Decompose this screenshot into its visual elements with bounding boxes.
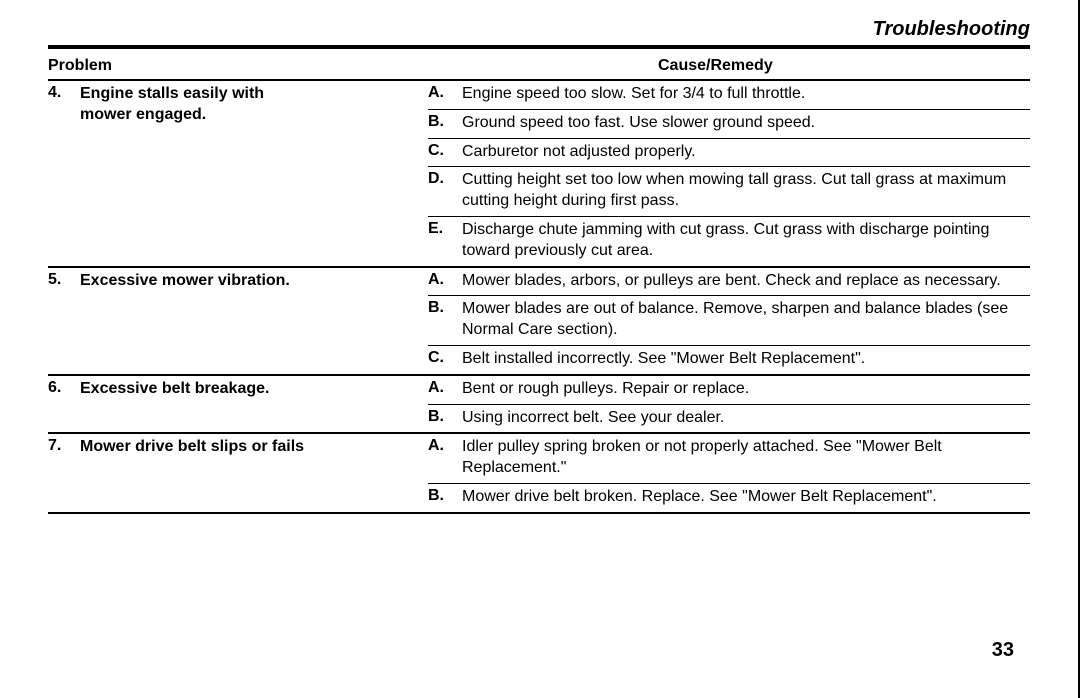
- cause-row: E.Discharge chute jamming with cut grass…: [428, 217, 1030, 266]
- cause-text: Carburetor not adjusted properly.: [462, 142, 1030, 163]
- table-header: Problem Cause/Remedy: [48, 55, 1030, 81]
- cause-row: A.Bent or rough pulleys. Repair or repla…: [428, 376, 1030, 405]
- cause-letter: D.: [428, 170, 462, 212]
- cause-text: Mower blades, arbors, or pulleys are ben…: [462, 271, 1030, 292]
- cause-text: Mower drive belt broken. Replace. See "M…: [462, 487, 1030, 508]
- problem-line: Mower drive belt slips or fails: [80, 437, 428, 458]
- causes-column: A.Mower blades, arbors, or pulleys are b…: [428, 268, 1030, 374]
- problem-number: 4.: [48, 81, 80, 266]
- cause-letter: A.: [428, 379, 462, 400]
- causes-column: A.Engine speed too slow. Set for 3/4 to …: [428, 81, 1030, 266]
- header-cause: Cause/Remedy: [428, 57, 1030, 75]
- cause-text: Idler pulley spring broken or not proper…: [462, 437, 1030, 479]
- cause-row: C.Belt installed incorrectly. See "Mower…: [428, 346, 1030, 374]
- cause-row: B.Mower drive belt broken. Replace. See …: [428, 484, 1030, 512]
- problem-line: Excessive mower vibration.: [80, 271, 428, 292]
- cause-letter: B.: [428, 487, 462, 508]
- cause-text: Cutting height set too low when mowing t…: [462, 170, 1030, 212]
- cause-text: Belt installed incorrectly. See "Mower B…: [462, 349, 1030, 370]
- page-container: Troubleshooting Problem Cause/Remedy 4.E…: [0, 0, 1080, 698]
- causes-column: A.Idler pulley spring broken or not prop…: [428, 434, 1030, 511]
- cause-letter: A.: [428, 84, 462, 105]
- cause-row: A.Engine speed too slow. Set for 3/4 to …: [428, 81, 1030, 110]
- section: 6.Excessive belt breakage.A.Bent or roug…: [48, 376, 1030, 435]
- page-title: Troubleshooting: [48, 18, 1030, 45]
- header-problem: Problem: [48, 57, 428, 75]
- problem-line: Excessive belt breakage.: [80, 379, 428, 400]
- section: 7.Mower drive belt slips or failsA.Idler…: [48, 434, 1030, 513]
- cause-letter: E.: [428, 220, 462, 262]
- cause-row: B.Using incorrect belt. See your dealer.: [428, 405, 1030, 433]
- problem-text: Mower drive belt slips or fails: [80, 434, 428, 511]
- page-number: 33: [992, 639, 1014, 662]
- section: 5.Excessive mower vibration.A.Mower blad…: [48, 268, 1030, 376]
- problem-number: 6.: [48, 376, 80, 433]
- cause-letter: C.: [428, 349, 462, 370]
- problem-number: 7.: [48, 434, 80, 511]
- cause-text: Bent or rough pulleys. Repair or replace…: [462, 379, 1030, 400]
- cause-letter: C.: [428, 142, 462, 163]
- cause-row: D.Cutting height set too low when mowing…: [428, 167, 1030, 217]
- cause-row: A.Mower blades, arbors, or pulleys are b…: [428, 268, 1030, 297]
- cause-letter: A.: [428, 271, 462, 292]
- cause-text: Ground speed too fast. Use slower ground…: [462, 113, 1030, 134]
- problem-number: 5.: [48, 268, 80, 374]
- problem-text: Engine stalls easily withmower engaged.: [80, 81, 428, 266]
- cause-row: B.Mower blades are out of balance. Remov…: [428, 296, 1030, 346]
- cause-text: Discharge chute jamming with cut grass. …: [462, 220, 1030, 262]
- cause-text: Mower blades are out of balance. Remove,…: [462, 299, 1030, 341]
- cause-text: Using incorrect belt. See your dealer.: [462, 408, 1030, 429]
- cause-letter: B.: [428, 408, 462, 429]
- problem-line: mower engaged.: [80, 105, 428, 126]
- problem-text: Excessive belt breakage.: [80, 376, 428, 433]
- cause-row: B.Ground speed too fast. Use slower grou…: [428, 110, 1030, 139]
- causes-column: A.Bent or rough pulleys. Repair or repla…: [428, 376, 1030, 433]
- cause-text: Engine speed too slow. Set for 3/4 to fu…: [462, 84, 1030, 105]
- cause-letter: B.: [428, 299, 462, 341]
- problem-text: Excessive mower vibration.: [80, 268, 428, 374]
- title-rule: [48, 45, 1030, 49]
- problem-line: Engine stalls easily with: [80, 84, 428, 105]
- cause-row: A.Idler pulley spring broken or not prop…: [428, 434, 1030, 484]
- cause-letter: A.: [428, 437, 462, 479]
- cause-row: C.Carburetor not adjusted properly.: [428, 139, 1030, 168]
- cause-letter: B.: [428, 113, 462, 134]
- sections-root: 4.Engine stalls easily withmower engaged…: [48, 81, 1030, 514]
- section: 4.Engine stalls easily withmower engaged…: [48, 81, 1030, 268]
